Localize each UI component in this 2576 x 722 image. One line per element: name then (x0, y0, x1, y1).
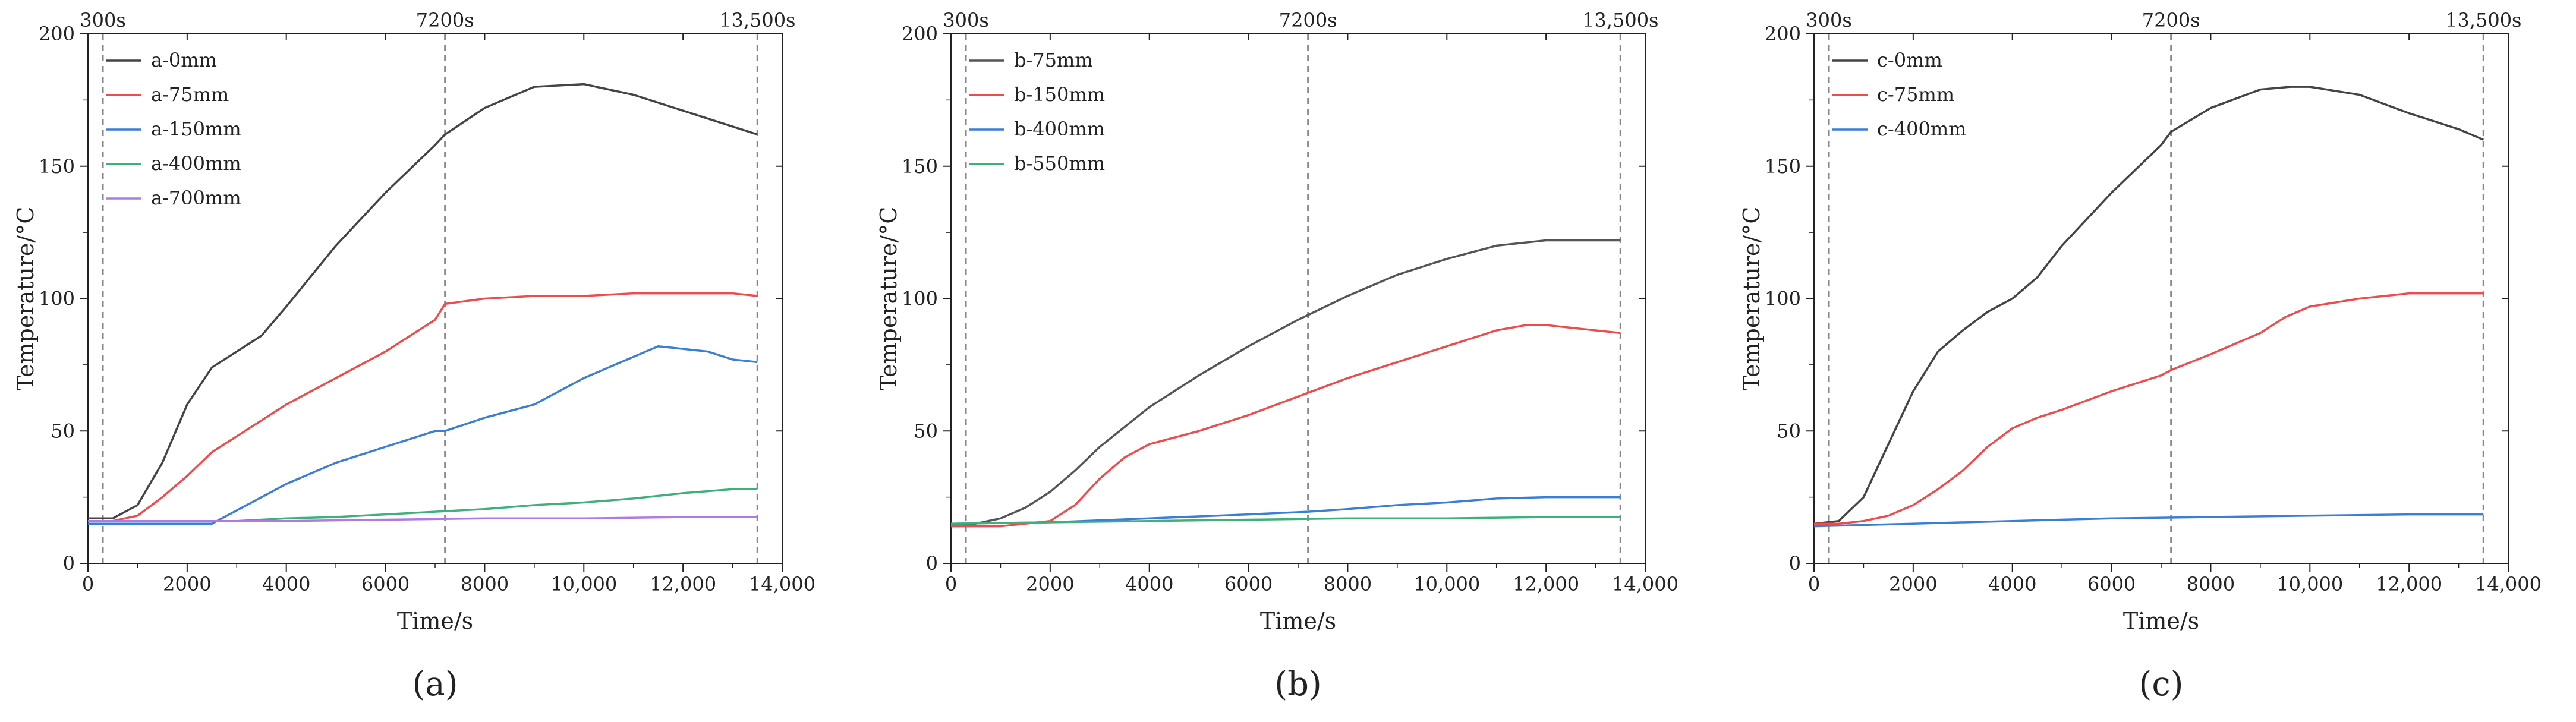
series-line-c-0mm (1813, 86, 2484, 525)
legend-label: a-700mm (151, 187, 241, 209)
x-tick-label: 8000 (461, 573, 509, 595)
y-tick-label: 0 (1789, 552, 1801, 575)
x-tick-label: 14,000 (2475, 573, 2542, 595)
chart-panel-1: 0 2000 4000 6000 8000 10,000 12,000 14,000 0 50 10… (12, 9, 815, 634)
series-line-c-75mm (1814, 292, 2484, 525)
legend-label: b-150mm (1014, 83, 1105, 106)
reference-line-label: 7200s (416, 9, 474, 31)
series-line-b-75mm (951, 239, 1621, 525)
reference-line-label: 300s (1806, 9, 1852, 31)
x-tick-label: 0 (945, 573, 957, 595)
panel-label: (b) (1274, 665, 1322, 704)
y-tick-label: 150 (1765, 155, 1801, 178)
legend-label: c-75mm (1877, 83, 1954, 106)
series-line-a-0mm (88, 83, 758, 520)
x-tick-label: 0 (1808, 573, 1820, 595)
legend-label: c-0mm (1877, 49, 1942, 71)
reference-line-label: 13,500s (2445, 9, 2521, 31)
legend-label: a-400mm (151, 152, 241, 175)
series-line-a-150mm (88, 345, 758, 525)
y-tick-label: 100 (1765, 288, 1801, 310)
x-tick-label: 10,000 (550, 573, 617, 595)
y-tick-label: 200 (39, 23, 75, 45)
reference-line-label: 13,500s (719, 9, 795, 31)
series-line-b-550mm (950, 516, 1621, 525)
y-axis-label: Temperature/°C (1739, 207, 1765, 391)
x-tick-label: 12,000 (650, 573, 716, 595)
x-tick-label: 14,000 (749, 573, 815, 595)
x-tick-label: 8000 (1324, 573, 1372, 595)
legend-label: a-0mm (151, 49, 217, 71)
y-tick-label: 50 (914, 420, 938, 442)
x-tick-label: 14,000 (1612, 573, 1679, 595)
panel-label: (a) (412, 665, 458, 704)
x-tick-label: 2000 (163, 573, 211, 595)
x-tick-label: 12,000 (2376, 573, 2442, 595)
reference-line-label: 300s (80, 9, 126, 31)
x-tick-label: 6000 (361, 573, 410, 595)
y-tick-label: 150 (39, 155, 75, 178)
y-tick-label: 100 (39, 288, 75, 310)
legend-label: a-75mm (151, 83, 229, 106)
x-tick-label: 0 (82, 573, 94, 595)
x-tick-label: 4000 (1988, 573, 2036, 595)
y-tick-label: 50 (51, 420, 75, 442)
y-axis-label: Temperature/°C (12, 207, 39, 391)
legend-label: b-75mm (1014, 49, 1093, 71)
y-tick-label: 150 (902, 155, 938, 178)
x-tick-label: 6000 (1224, 573, 1273, 595)
y-tick-label: 100 (902, 288, 938, 310)
panel-label: (c) (2139, 665, 2183, 704)
legend-label: a-150mm (151, 118, 241, 140)
y-axis-label: Temperature/°C (876, 207, 902, 391)
x-axis-label: Time/s (2123, 608, 2199, 634)
reference-line-label: 7200s (2142, 9, 2200, 31)
x-tick-label: 10,000 (1413, 573, 1480, 595)
y-tick-label: 0 (63, 552, 75, 575)
legend-label: b-550mm (1014, 152, 1105, 175)
x-axis-label: Time/s (397, 608, 473, 634)
y-tick-label: 50 (1777, 420, 1801, 442)
y-tick-label: 200 (1765, 23, 1801, 45)
x-tick-label: 4000 (1125, 573, 1173, 595)
reference-line-label: 300s (943, 9, 989, 31)
y-tick-label: 0 (926, 552, 938, 575)
x-tick-label: 10,000 (2276, 573, 2343, 595)
x-tick-label: 6000 (2087, 573, 2136, 595)
reference-line-label: 7200s (1279, 9, 1337, 31)
series-line-a-75mm (88, 292, 758, 522)
series-line-a-700mm (88, 516, 758, 522)
chart-panel-2: 0 2000 4000 6000 8000 10,000 12,000 14,000 0 50 10… (876, 9, 1679, 634)
reference-line-label: 13,500s (1582, 9, 1658, 31)
series-line-b-150mm (951, 324, 1621, 528)
legend-label: b-400mm (1014, 118, 1105, 140)
x-tick-label: 8000 (2187, 573, 2235, 595)
x-tick-label: 2000 (1889, 573, 1937, 595)
legend-label: c-400mm (1877, 118, 1967, 140)
y-tick-label: 200 (902, 23, 938, 45)
x-tick-label: 2000 (1026, 573, 1074, 595)
x-axis-label: Time/s (1260, 608, 1336, 634)
series-line-c-400mm (1813, 513, 2484, 528)
x-tick-label: 12,000 (1513, 573, 1579, 595)
series-line-b-400mm (950, 496, 1621, 525)
x-tick-label: 4000 (262, 573, 310, 595)
chart-panel-3: 0 2000 4000 6000 8000 10,000 12,000 14,000 0 50 10… (1739, 9, 2542, 634)
